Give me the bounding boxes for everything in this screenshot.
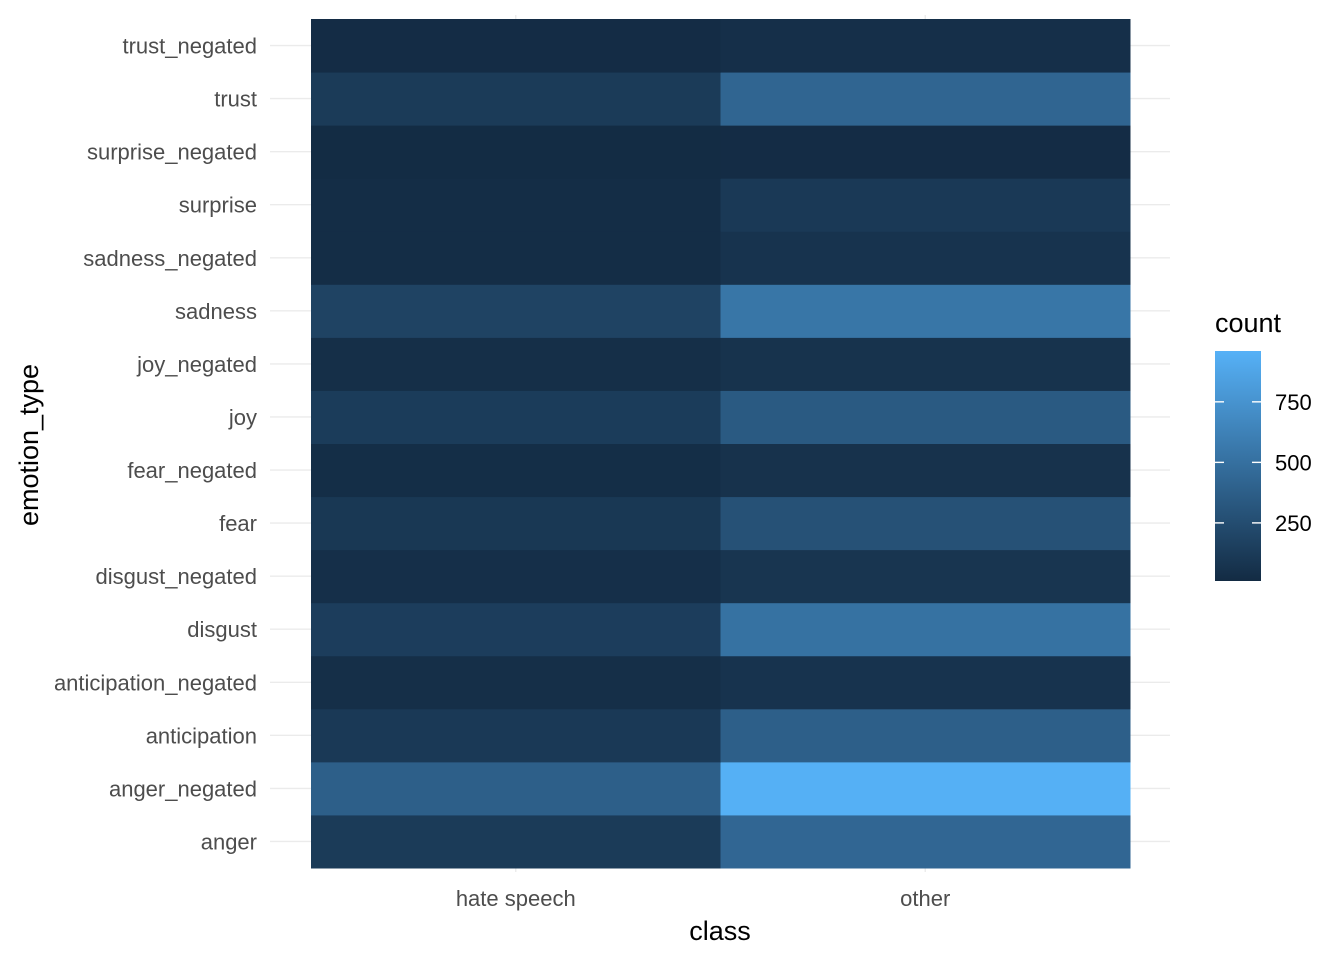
y-axis-tick-labels: anger anger_negated anticipation anticipati…	[54, 34, 257, 855]
y-tick-label: disgust	[187, 617, 257, 642]
y-tick-label: anticipation	[146, 723, 257, 748]
heatmap-cell	[720, 761, 1131, 816]
y-tick-label: sadness_negated	[83, 246, 257, 271]
legend-tick-label: 500	[1275, 450, 1312, 475]
heatmap-cell	[311, 602, 721, 657]
heatmap-cell	[720, 125, 1131, 179]
y-tick-label: joy_negated	[136, 352, 257, 377]
legend-tick-label: 250	[1275, 511, 1312, 536]
heatmap-cell	[720, 390, 1131, 444]
heatmap-cell	[720, 602, 1131, 657]
heatmap-cell	[311, 125, 721, 179]
heatmap-cell	[720, 443, 1131, 498]
heatmap-cell	[720, 496, 1131, 551]
heatmap-cell	[311, 655, 721, 710]
heatmap-cell	[720, 19, 1131, 73]
legend-tick-label: 750	[1275, 390, 1312, 415]
y-tick-label: trust	[214, 87, 257, 112]
y-axis-title: emotion_type	[14, 364, 44, 526]
heatmap-cell	[720, 708, 1131, 763]
legend-colorbar	[1215, 351, 1261, 581]
y-tick-label: fear_negated	[127, 458, 257, 483]
x-tick-label: hate speech	[456, 886, 576, 911]
heatmap-cell	[720, 337, 1131, 391]
heatmap-cell	[311, 549, 721, 604]
y-tick-label: disgust_negated	[96, 564, 257, 589]
heatmap-cell	[720, 231, 1131, 285]
heatmap-cell	[311, 284, 721, 338]
legend: count 250 500 750	[1215, 308, 1312, 581]
y-tick-label: surprise	[179, 193, 257, 218]
heatmap-cell	[720, 655, 1131, 710]
y-tick-label: trust_negated	[122, 34, 257, 59]
x-tick-label: other	[900, 886, 950, 911]
heatmap-cell	[311, 231, 721, 285]
heatmap-cell	[311, 761, 721, 816]
y-tick-label: anticipation_negated	[54, 670, 257, 695]
heatmap-cell	[311, 337, 721, 391]
heatmap-cell	[720, 72, 1131, 126]
y-tick-label: surprise_negated	[87, 140, 257, 165]
heatmap-tiles	[311, 19, 1131, 869]
heatmap-cell	[720, 814, 1131, 869]
heatmap-cell	[311, 443, 721, 498]
heatmap-cell	[311, 178, 721, 232]
y-tick-label: fear	[219, 511, 257, 536]
heatmap-cell	[311, 72, 721, 126]
heatmap-cell	[311, 496, 721, 551]
heatmap-cell	[311, 814, 721, 869]
y-tick-label: sadness	[175, 299, 257, 324]
y-tick-label: anger	[201, 829, 257, 854]
legend-ticks: 250 500 750	[1215, 390, 1312, 536]
legend-title: count	[1215, 308, 1282, 338]
heatmap-cell	[311, 390, 721, 444]
x-axis-tick-labels: hate speech other	[456, 886, 951, 911]
y-tick-label: joy	[228, 405, 257, 430]
heatmap-cell	[720, 284, 1131, 338]
heatmap-cell	[311, 708, 721, 763]
heatmap-cell	[720, 549, 1131, 604]
heatmap-cell	[720, 178, 1131, 232]
heatmap-cell	[311, 19, 721, 73]
x-axis-title: class	[689, 916, 751, 946]
y-tick-label: anger_negated	[109, 776, 257, 801]
